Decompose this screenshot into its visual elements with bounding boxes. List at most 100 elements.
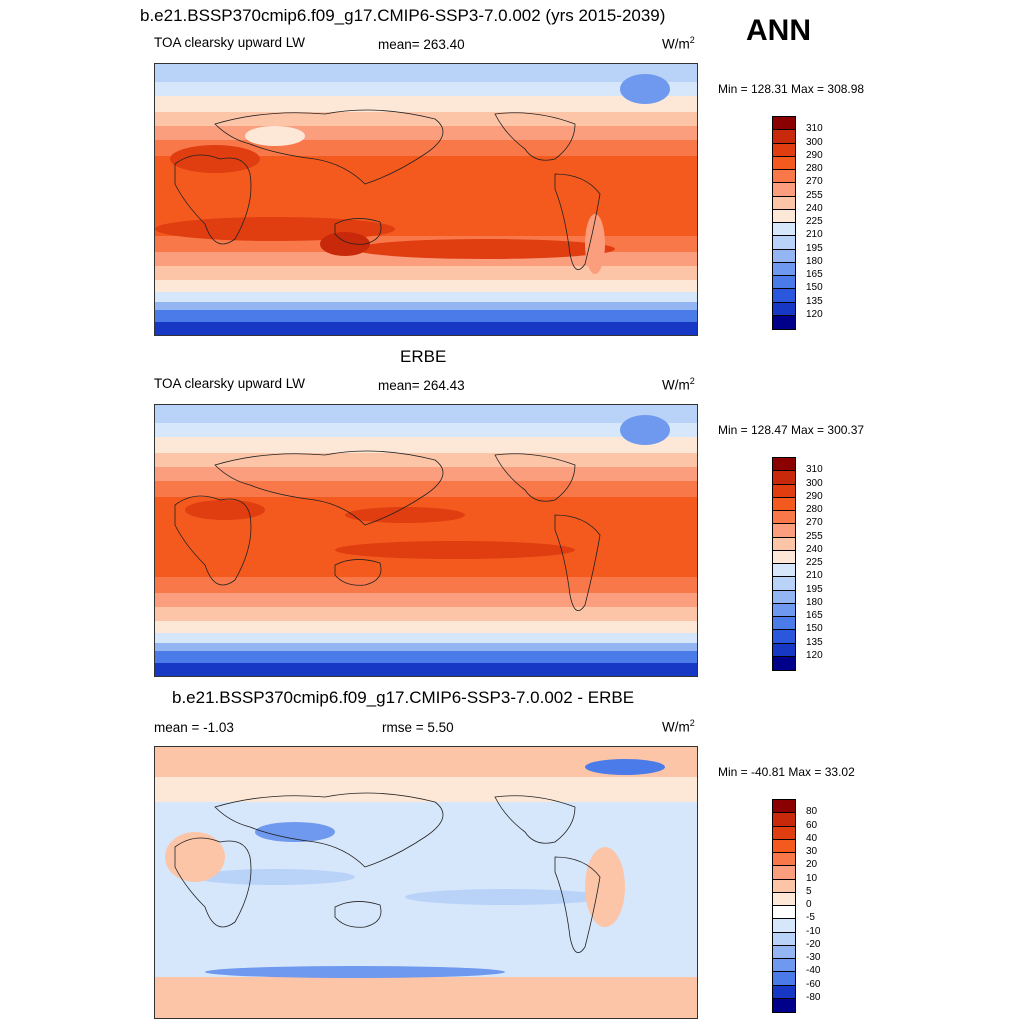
season-label: ANN [746, 14, 811, 47]
colorbar-box [773, 932, 795, 946]
colorbar-tick-label: 300 [806, 136, 823, 148]
colorbar-box [773, 603, 795, 617]
colorbar-box [773, 879, 795, 893]
panel-1-colorbar [772, 116, 796, 330]
colorbar-tick-label: 255 [806, 530, 823, 542]
colorbar-tick-label: 165 [806, 610, 823, 621]
panel-3-units: W/m2 [662, 718, 695, 735]
colorbar-tick-label: 135 [806, 636, 823, 648]
colorbar-box [773, 524, 795, 538]
colorbar-tick-label: 210 [806, 570, 823, 582]
colorbar-box [773, 209, 795, 223]
colorbar-box [773, 985, 795, 999]
colorbar-box [773, 249, 795, 263]
colorbar-tick-label: 225 [806, 557, 823, 568]
panel-3-map [154, 746, 698, 1019]
colorbar-tick-label: 290 [806, 490, 823, 502]
panel-1-map-field [155, 64, 697, 335]
panel-3-title: b.e21.BSSP370cmip6.f09_g17.CMIP6-SSP3-7.… [172, 688, 635, 707]
colorbar-tick-label: -5 [806, 912, 815, 924]
colorbar-box [773, 223, 795, 237]
panel-1-mean: mean= 263.40 [378, 37, 465, 52]
colorbar-tick-label: -30 [806, 952, 821, 963]
colorbar-tick-label: 5 [806, 885, 812, 897]
colorbar-box [773, 906, 795, 920]
colorbar-box [773, 919, 795, 933]
colorbar-tick-label: 240 [806, 202, 823, 214]
colorbar-box [773, 497, 795, 511]
colorbar-tick-label: 195 [806, 242, 823, 254]
colorbar-tick-label: 180 [806, 255, 823, 267]
colorbar-box [773, 550, 795, 564]
colorbar-box [773, 617, 795, 631]
colorbar-box [773, 656, 795, 670]
colorbar-tick-label: 30 [806, 846, 818, 857]
colorbar-tick-label: 20 [806, 859, 818, 871]
colorbar-tick-label: 0 [806, 899, 812, 910]
colorbar-box [773, 853, 795, 867]
colorbar-box [773, 866, 795, 880]
panel-1-map [154, 63, 698, 336]
panel-3-mean: mean = -1.03 [154, 720, 234, 735]
colorbar-box [773, 998, 795, 1012]
panel-3-minmax: Min = -40.81 Max = 33.02 [718, 765, 855, 779]
colorbar-box [773, 839, 795, 853]
colorbar-box [773, 315, 795, 329]
colorbar-box [773, 630, 795, 644]
colorbar-tick-label: 40 [806, 832, 818, 844]
colorbar-box [773, 826, 795, 840]
panel-3-map-field [155, 747, 697, 1018]
colorbar-tick-label: 310 [806, 123, 823, 135]
colorbar-tick-label: 180 [806, 596, 823, 608]
colorbar-box [773, 484, 795, 498]
colorbar-box [773, 643, 795, 657]
panel-2-variable: TOA clearsky upward LW [154, 376, 306, 391]
colorbar-box [773, 262, 795, 276]
colorbar-tick-label: 225 [806, 216, 823, 227]
colorbar-box [773, 511, 795, 525]
colorbar-box [773, 577, 795, 591]
colorbar-box [773, 800, 795, 814]
colorbar-tick-label: -40 [806, 965, 821, 977]
panel-2-colorbar [772, 457, 796, 671]
panel-1-minmax: Min = 128.31 Max = 308.98 [718, 82, 865, 96]
colorbar-tick-label: 60 [806, 819, 818, 831]
panel-1-title: b.e21.BSSP370cmip6.f09_g17.CMIP6-SSP3-7.… [140, 6, 666, 25]
colorbar-box [773, 236, 795, 250]
colorbar-tick-label: 310 [806, 464, 823, 476]
colorbar-tick-label: 120 [806, 649, 823, 661]
panel-3-rmse: rmse = 5.50 [382, 720, 454, 735]
colorbar-box [773, 537, 795, 551]
colorbar-box [773, 972, 795, 986]
colorbar-box [773, 302, 795, 316]
colorbar-tick-label: 80 [806, 806, 818, 818]
colorbar-box [773, 458, 795, 472]
colorbar-tick-label: 255 [806, 189, 823, 201]
colorbar-box [773, 471, 795, 485]
colorbar-tick-label: 280 [806, 504, 823, 515]
colorbar-box [773, 564, 795, 578]
colorbar-tick-label: 165 [806, 269, 823, 280]
colorbar-tick-label: -20 [806, 938, 821, 950]
panel-2-minmax: Min = 128.47 Max = 300.37 [718, 423, 865, 437]
colorbar-tick-label: 210 [806, 229, 823, 241]
colorbar-box [773, 196, 795, 210]
panel-2-units: W/m2 [662, 376, 695, 393]
panel-2-map-field [155, 405, 697, 676]
colorbar-box [773, 143, 795, 157]
colorbar-tick-label: 120 [806, 308, 823, 320]
panel-2-title: ERBE [400, 347, 447, 366]
colorbar-tick-label: 300 [806, 477, 823, 489]
colorbar-box [773, 170, 795, 184]
panel-1-units: W/m2 [662, 35, 695, 52]
colorbar-box [773, 892, 795, 906]
colorbar-tick-label: 270 [806, 176, 823, 188]
colorbar-tick-label: 195 [806, 583, 823, 595]
colorbar-tick-label: 280 [806, 163, 823, 174]
colorbar-tick-label: 135 [806, 295, 823, 307]
colorbar-tick-label: 10 [806, 872, 818, 884]
colorbar-box [773, 156, 795, 170]
panel-1-variable: TOA clearsky upward LW [154, 35, 306, 50]
colorbar-tick-label: -60 [806, 978, 821, 990]
colorbar-box [773, 959, 795, 973]
